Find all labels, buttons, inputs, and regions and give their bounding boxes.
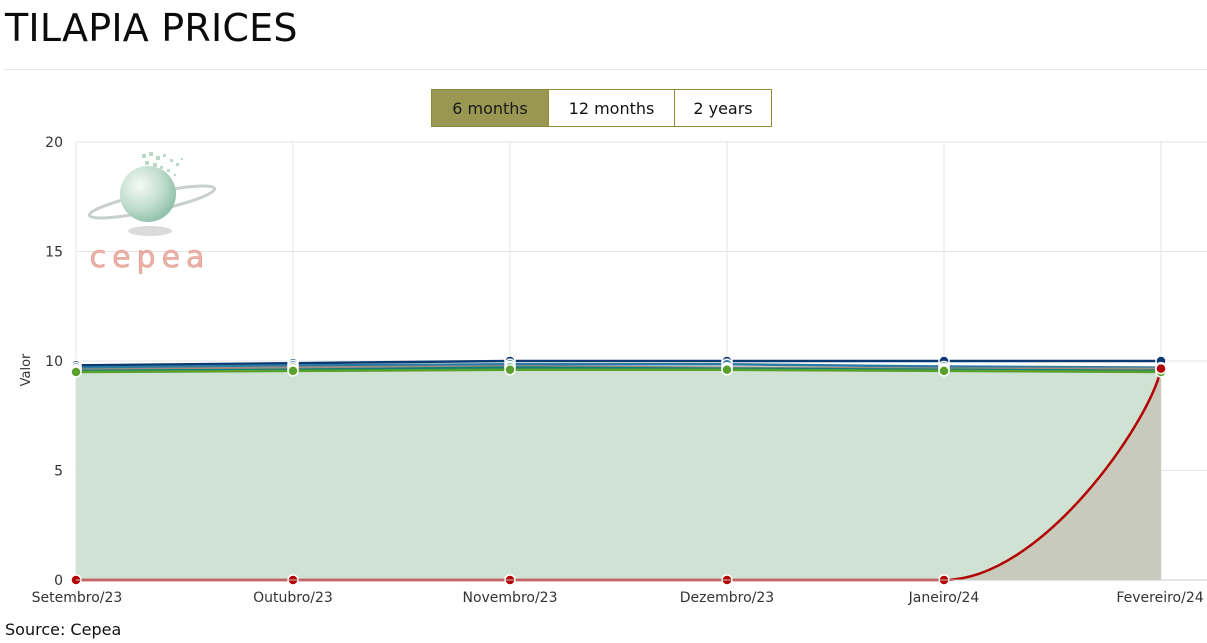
y-tick-label: 5 (54, 464, 63, 480)
x-axis: Setembro/23 Outubro/23 Novembro/23 Dezembro… (32, 579, 1207, 606)
series-lines (75, 359, 1163, 582)
series-line-1 (75, 363, 1162, 369)
range-selector: 6 months 12 months 2 years (431, 89, 772, 127)
data-point[interactable] (938, 365, 950, 377)
series-area-5 (76, 368, 1161, 580)
watermark-globe (120, 166, 176, 222)
data-point[interactable] (721, 364, 733, 376)
x-tick-label: Janeiro/24 (908, 590, 980, 606)
series-line-0 (75, 359, 1161, 367)
range-6-months-button[interactable]: 6 months (432, 90, 548, 126)
price-chart: cepea 0 5 10 15 20 Setembro/23 Outubro/23 Nove… (19, 135, 1207, 606)
title-divider (4, 69, 1207, 70)
y-tick-label: 20 (45, 135, 63, 151)
y-tick-label: 0 (54, 573, 63, 589)
cepea-watermark: cepea (87, 152, 217, 275)
watermark-shadow (128, 226, 172, 236)
source-note: Source: Cepea (5, 620, 122, 639)
range-12-months-button[interactable]: 12 months (548, 90, 674, 126)
series-line-4 (75, 368, 1162, 374)
series-area-4 (76, 369, 1161, 580)
y-axis-label: Valor (19, 353, 34, 386)
y-tick-label: 10 (45, 354, 63, 370)
data-point[interactable] (504, 364, 516, 376)
range-2-years-button[interactable]: 2 years (674, 90, 771, 126)
x-tick-label: Outubro/23 (253, 590, 333, 606)
x-tick-label: Novembro/23 (462, 590, 557, 606)
x-tick-label: Setembro/23 (32, 590, 123, 606)
y-axis: 0 5 10 15 20 (45, 135, 63, 589)
x-tick-label: Fevereiro/24 (1116, 590, 1203, 606)
data-point[interactable] (1155, 362, 1167, 375)
x-tick-label: Dezembro/23 (680, 590, 774, 606)
page-title: TILAPIA PRICES (5, 6, 298, 50)
series-areas (76, 368, 1161, 580)
data-point[interactable] (287, 365, 299, 377)
watermark-text: cepea (90, 240, 211, 275)
y-tick-label: 15 (45, 245, 63, 261)
data-point[interactable] (70, 366, 82, 378)
